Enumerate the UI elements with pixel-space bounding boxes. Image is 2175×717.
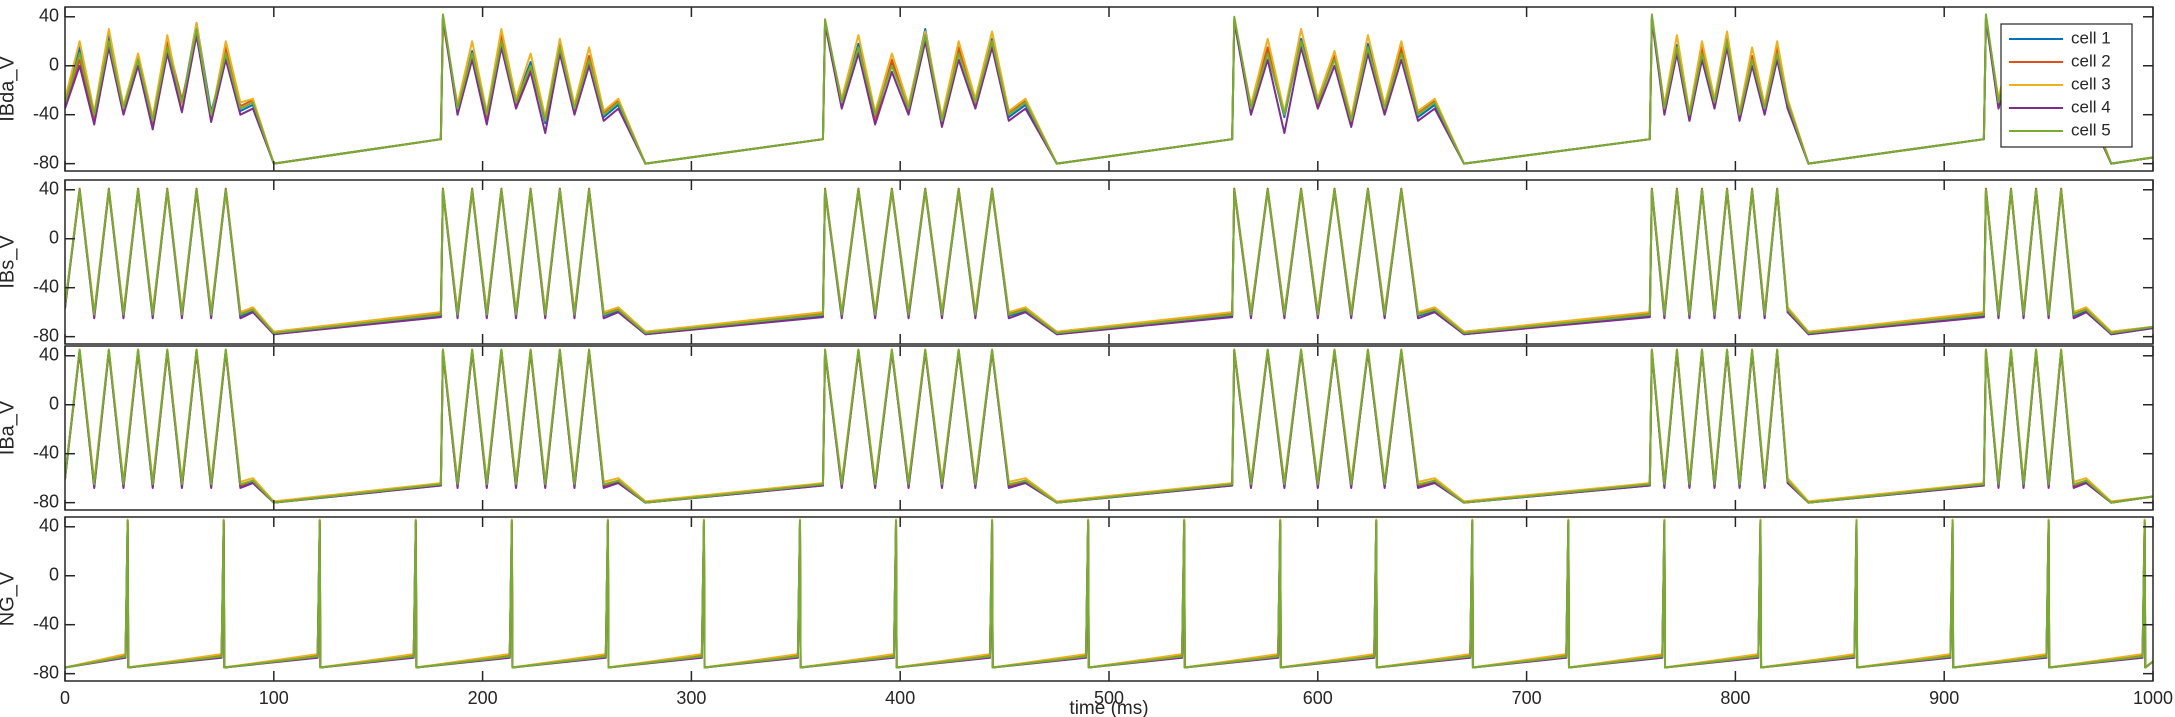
x-tick-label: 800: [1720, 688, 1750, 708]
y-tick-label: 0: [49, 54, 59, 74]
series-line: [65, 519, 2153, 669]
series-line: [65, 190, 2153, 336]
series-line: [65, 351, 2153, 504]
plot-area: [65, 13, 2153, 165]
y-axis-label: NG_V: [0, 571, 18, 626]
legend-label: cell 5: [2071, 120, 2111, 139]
series-line: [65, 520, 2153, 669]
y-axis-label: IBda_V: [0, 56, 18, 122]
x-tick-label: 600: [1303, 688, 1333, 708]
y-tick-label: 0: [49, 564, 59, 584]
axes-box: [64, 6, 2154, 172]
x-tick-label: 500: [1094, 688, 1124, 708]
y-tick-label: 40: [39, 516, 59, 536]
y-axis-label: IBs_V: [0, 235, 18, 289]
x-tick-label: 1000: [2133, 688, 2173, 708]
x-tick-label: 700: [1512, 688, 1542, 708]
series-line: [65, 349, 2153, 504]
x-tick-label: 0: [60, 688, 70, 708]
series-line: [65, 188, 2153, 334]
series-line: [65, 522, 2153, 669]
series-line: [65, 519, 2153, 669]
series-line: [65, 348, 2153, 504]
series-line: [65, 187, 2153, 333]
series-line: [65, 348, 2153, 503]
y-tick-label: 40: [39, 6, 59, 26]
series-line: [65, 18, 2153, 165]
y-tick-label: 0: [49, 227, 59, 247]
y-tick-label: -40: [33, 103, 59, 123]
series-line: [65, 191, 2153, 333]
legend-label: cell 4: [2071, 97, 2111, 116]
series-line: [65, 17, 2153, 165]
series-line: [65, 15, 2153, 165]
plot-area: [65, 187, 2153, 336]
y-tick-label: -80: [33, 152, 59, 172]
legend-label: cell 2: [2071, 51, 2111, 70]
axes-box: [64, 345, 2154, 511]
y-tick-label: 40: [39, 345, 59, 365]
legend-label: cell 1: [2071, 28, 2111, 47]
y-tick-label: -40: [33, 442, 59, 462]
y-tick-label: 40: [39, 179, 59, 199]
x-axis-label: time (ms): [1069, 698, 1148, 717]
series-line: [65, 13, 2153, 165]
series-line: [65, 188, 2153, 336]
plot-area: [65, 348, 2153, 504]
x-tick-label: 900: [1929, 688, 1959, 708]
x-tick-label: 300: [676, 688, 706, 708]
legend-label: cell 3: [2071, 74, 2111, 93]
y-axis-label: IBa_V: [0, 400, 18, 455]
plot-area: [65, 518, 2153, 669]
series-line: [65, 17, 2153, 165]
y-tick-label: -80: [33, 491, 59, 511]
x-tick-label: 100: [259, 688, 289, 708]
x-tick-label: 200: [468, 688, 498, 708]
x-tick-label: 400: [885, 688, 915, 708]
y-tick-label: -80: [33, 662, 59, 682]
series-line: [65, 518, 2153, 669]
y-tick-label: -40: [33, 613, 59, 633]
series-line: [65, 349, 2153, 504]
y-tick-label: -40: [33, 276, 59, 296]
y-tick-label: -80: [33, 325, 59, 345]
y-tick-label: 0: [49, 393, 59, 413]
